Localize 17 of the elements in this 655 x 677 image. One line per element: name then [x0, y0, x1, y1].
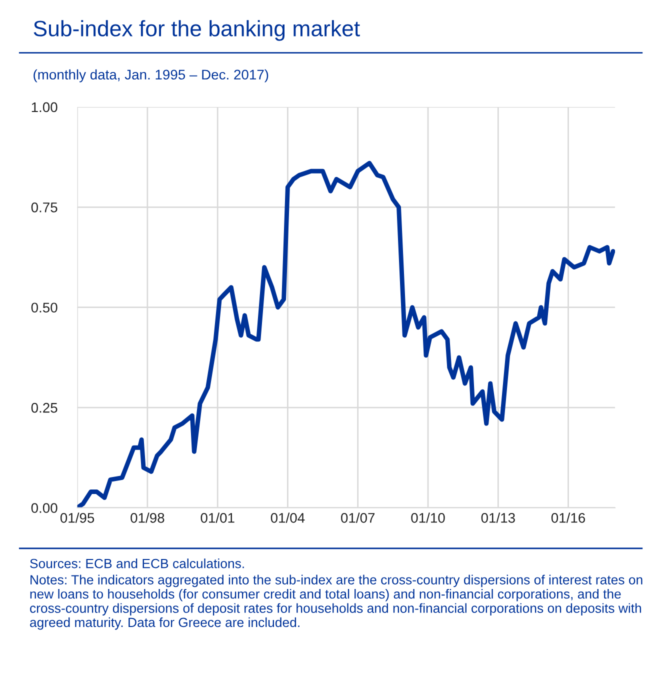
x-tick-label: 01/10	[411, 512, 445, 523]
y-tick-label: 0.75	[31, 202, 58, 212]
source-note: Sources: ECB and ECB calculations.	[30, 558, 244, 568]
x-tick-label: 01/01	[200, 512, 234, 523]
y-tick-label: 1.00	[32, 102, 58, 112]
x-tick-label: 01/16	[551, 512, 586, 523]
x-tick-label: 01/07	[341, 512, 375, 523]
y-tick-label: 0.50	[31, 302, 58, 313]
text: Notes: The indicators aggregated into the sub-index are the cross-country dispersions of interest rates on new loans to households (for consumer credit and total loans) and non-financial corporations, and the cross-country dispersions of deposit rates for households and non-financial corporations on deposits with agreed maturity. Data for Greece are included.	[30, 574, 642, 630]
x-tick-label: 01/95	[60, 512, 94, 523]
chart-title: Sub-index for the banking market	[34, 20, 360, 41]
y-tick-label: 0.25	[31, 402, 58, 413]
chart-subtitle: (monthly data, Jan. 1995 – Dec. 2017)	[34, 69, 268, 82]
x-tick-label: 01/13	[481, 512, 515, 523]
y-tick-label: 0.00	[31, 503, 58, 513]
x-tick-label: 01/04	[270, 512, 305, 523]
x-tick-label: 01/98	[130, 512, 164, 523]
